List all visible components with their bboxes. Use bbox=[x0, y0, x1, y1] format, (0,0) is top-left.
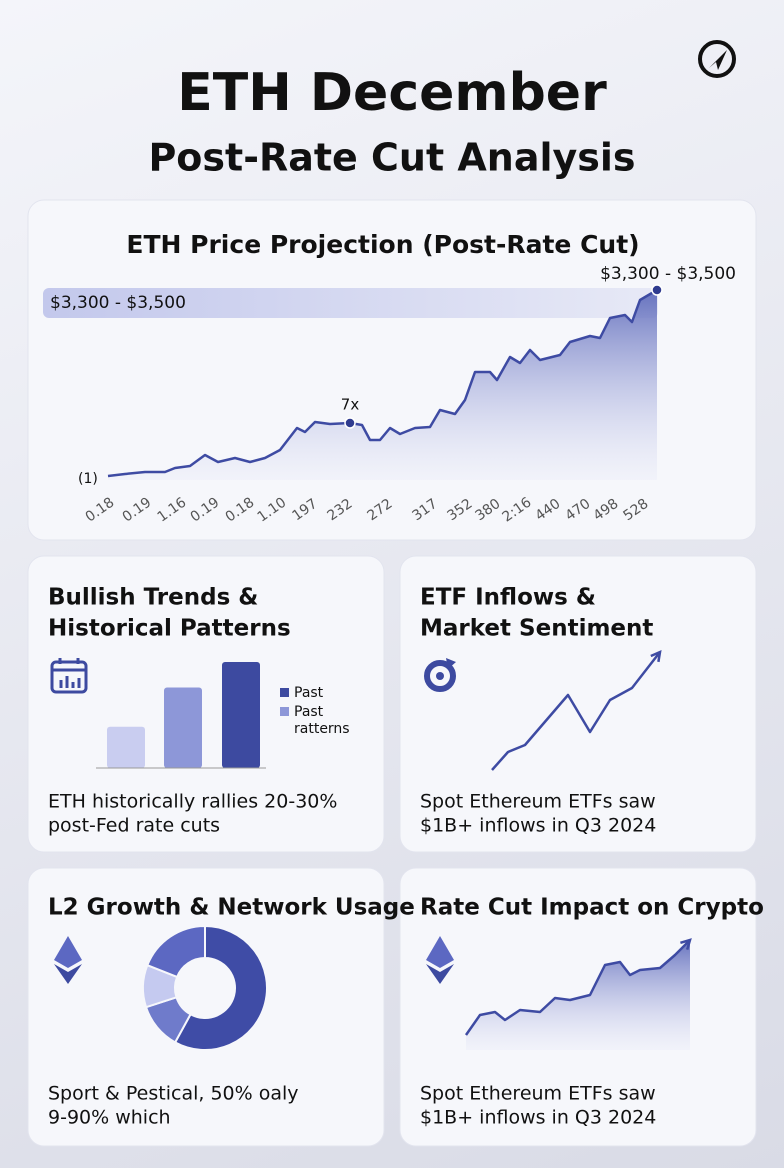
end-label: $3,300 - $3,500 bbox=[600, 264, 736, 284]
legend-swatch bbox=[280, 707, 289, 716]
legend-label: Past bbox=[294, 685, 324, 701]
calendar-icon bbox=[50, 658, 88, 694]
bar bbox=[107, 726, 145, 768]
card-title: Market Sentiment bbox=[420, 616, 653, 642]
band-label: $3,300 - $3,500 bbox=[50, 293, 186, 313]
donut-segment bbox=[173, 924, 268, 1051]
card-caption: Spot Ethereum ETFs saw bbox=[420, 791, 656, 813]
target-band bbox=[43, 288, 658, 318]
card-title: Rate Cut Impact on Crypto bbox=[420, 895, 764, 921]
card-title: ETF Inflows & bbox=[420, 585, 596, 611]
card-title: Historical Patterns bbox=[48, 616, 291, 642]
eth-icon bbox=[54, 936, 82, 984]
compass-icon bbox=[698, 40, 736, 78]
point-marker bbox=[651, 284, 663, 296]
card-title: L2 Growth & Network Usage bbox=[48, 895, 415, 921]
card bbox=[27, 867, 385, 1147]
eth-icon bbox=[426, 936, 454, 984]
refresh-icon bbox=[424, 658, 456, 692]
area bbox=[466, 940, 690, 1050]
card-caption: Spot Ethereum ETFs saw bbox=[420, 1083, 656, 1105]
legend-swatch bbox=[280, 688, 289, 697]
annotation: 7x bbox=[341, 396, 360, 414]
arrow-head bbox=[680, 938, 692, 950]
card bbox=[27, 555, 385, 853]
chart-title: ETH Price Projection (Post-Rate Cut) bbox=[126, 230, 639, 259]
line bbox=[464, 939, 691, 1036]
legend-label: Past ratterns bbox=[294, 704, 350, 737]
card-caption: ETH historically rallies 20-30% bbox=[48, 791, 337, 813]
line bbox=[491, 651, 661, 771]
card-title: Bullish Trends & bbox=[48, 585, 258, 611]
area bbox=[108, 290, 657, 480]
card bbox=[399, 555, 757, 853]
card-caption: $1B+ inflows in Q3 2024 bbox=[420, 1107, 656, 1129]
donut-segment bbox=[146, 924, 206, 979]
bar bbox=[222, 661, 260, 768]
point-marker bbox=[344, 417, 356, 429]
page-subtitle: Post-Rate Cut Analysis bbox=[148, 136, 635, 180]
page-title: ETH December bbox=[177, 63, 607, 123]
card-caption: Sport & Pestical, 50% oaly bbox=[48, 1083, 299, 1105]
annotation: (1) bbox=[78, 471, 98, 487]
line bbox=[107, 288, 658, 478]
arrow-head bbox=[650, 649, 662, 663]
bar bbox=[164, 687, 202, 768]
card-caption: 9-90% which bbox=[48, 1107, 171, 1129]
card-caption: $1B+ inflows in Q3 2024 bbox=[420, 815, 656, 837]
card-caption: post-Fed rate cuts bbox=[48, 815, 220, 837]
